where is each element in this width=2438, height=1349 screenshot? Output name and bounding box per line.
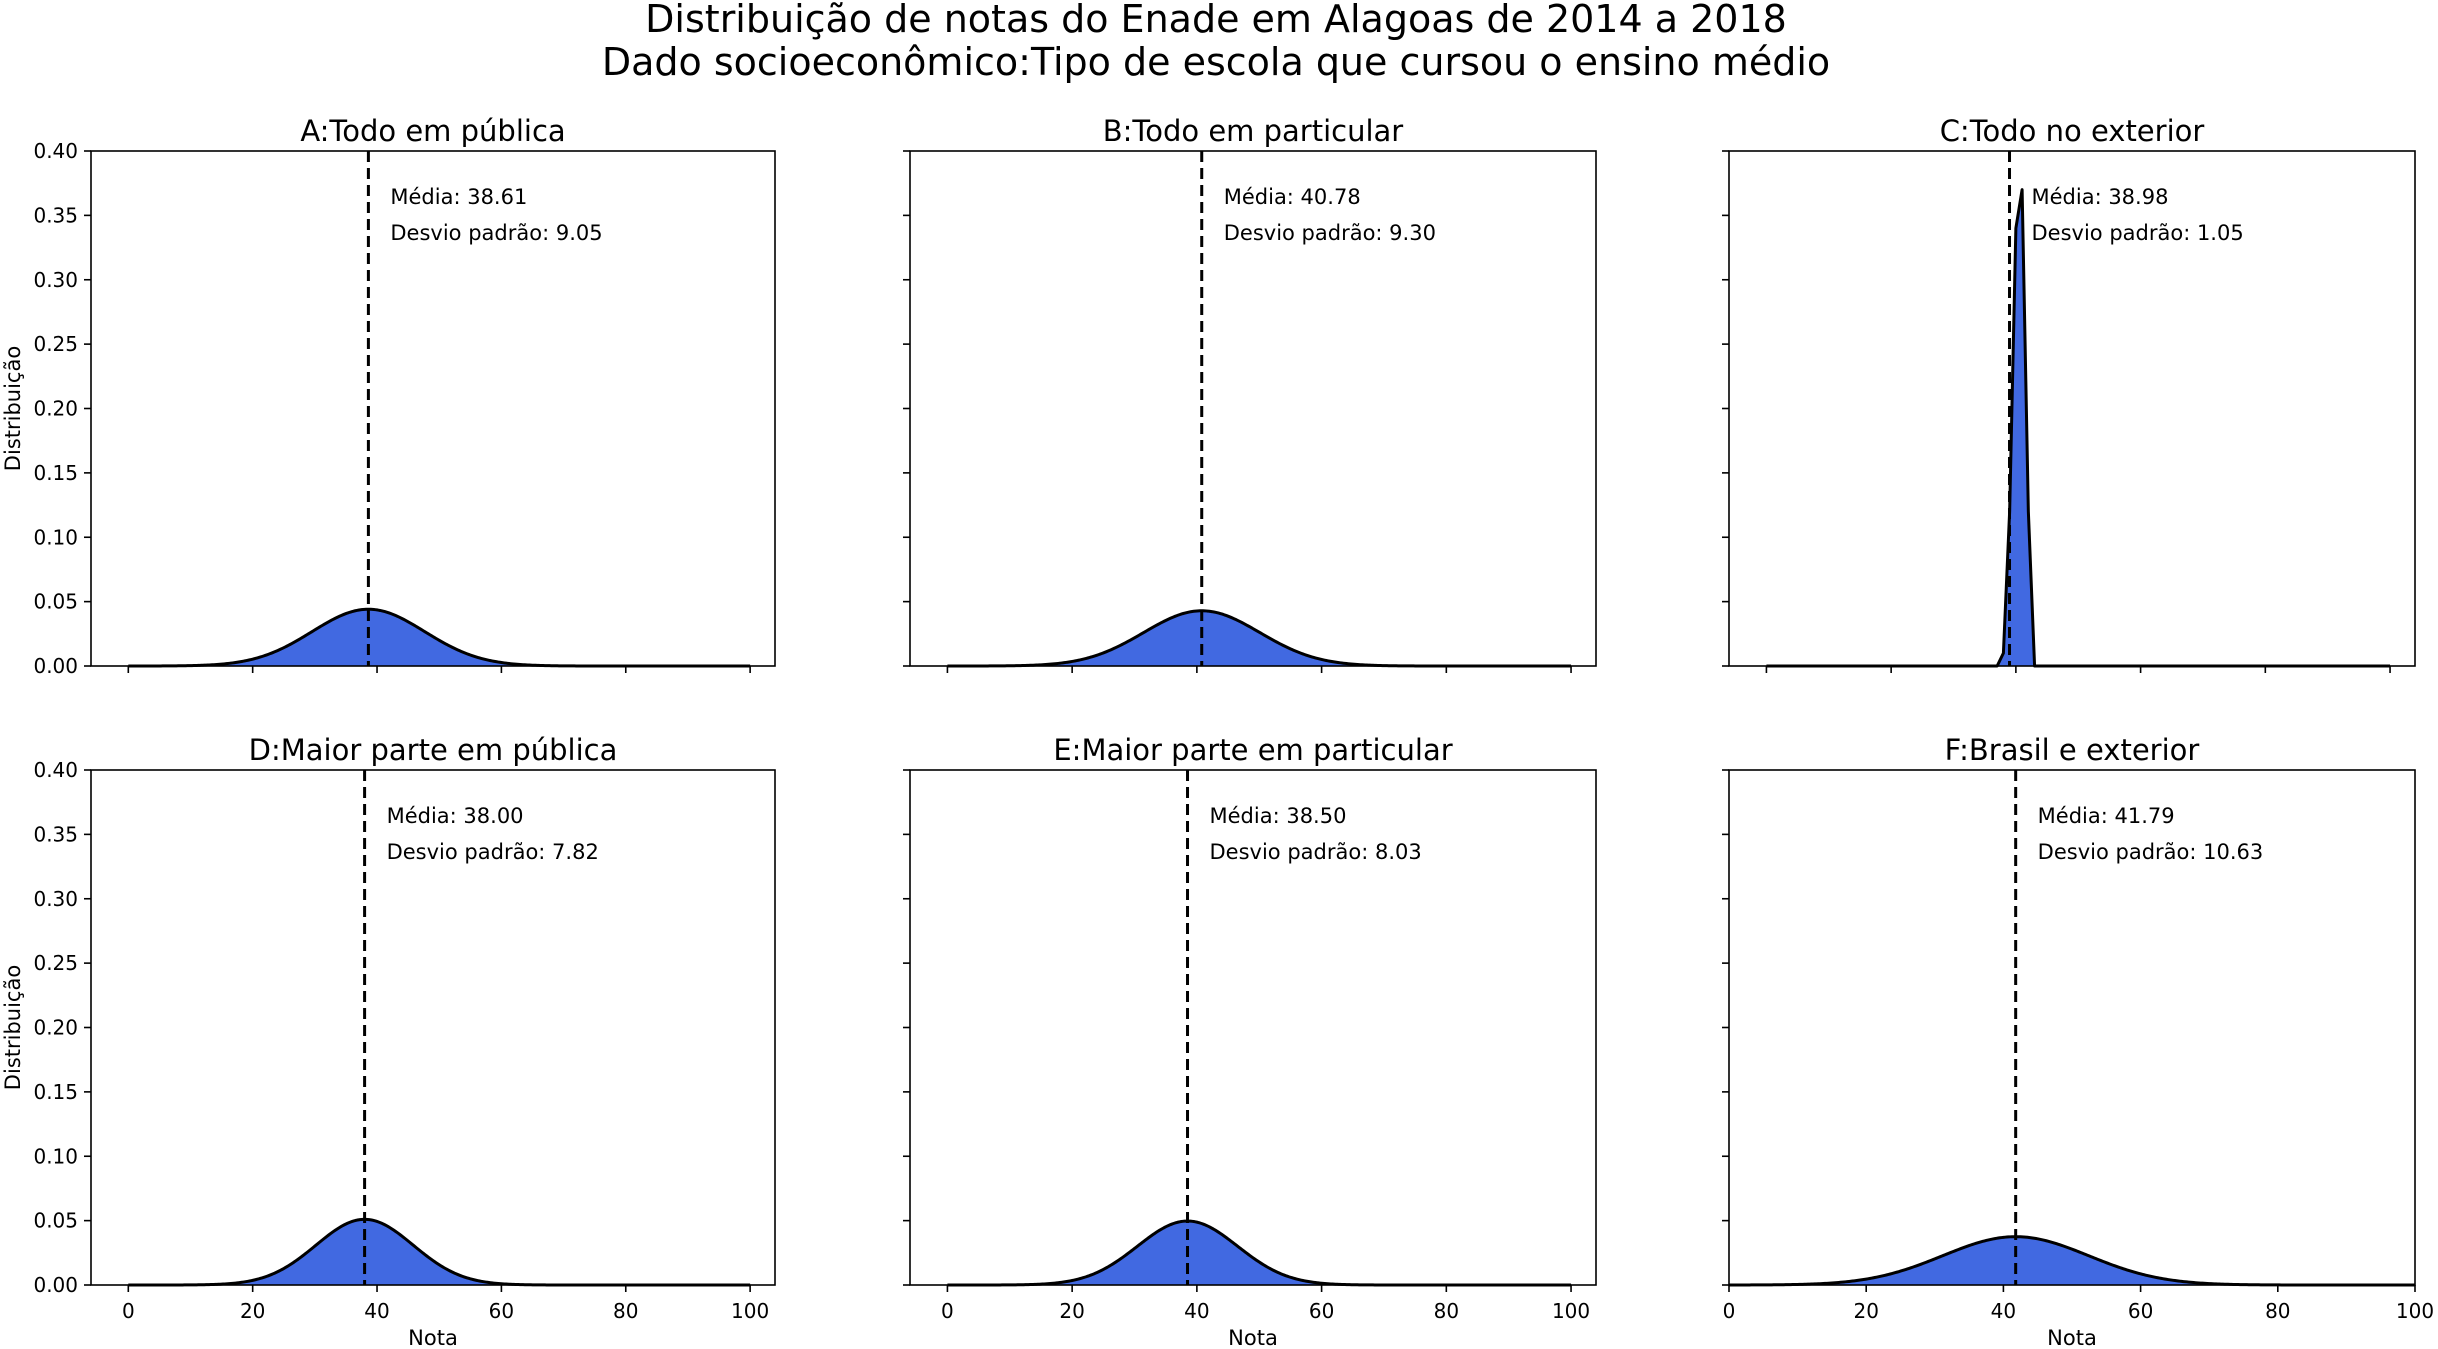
x-tick-label: 20 bbox=[1853, 1299, 1878, 1323]
subplot-title: D:Maior parte em pública bbox=[249, 733, 618, 767]
y-tick-label: 0.10 bbox=[33, 525, 78, 549]
subplot-title: A:Todo em pública bbox=[300, 114, 565, 148]
density-area bbox=[128, 1219, 751, 1285]
mean-annotation: Média: 38.98 bbox=[2032, 185, 2169, 209]
subplot-a: 0.00 0.05 0.10 0.15 0.20 0.25 0.30 0.35 0.40 A:To… bbox=[1, 114, 776, 678]
subplot-title: C:Todo no exterior bbox=[1940, 114, 2205, 148]
x-axis-label: Nota bbox=[2047, 1326, 2097, 1349]
y-tick-label: 0.05 bbox=[33, 590, 78, 614]
subplot-title: E:Maior parte em particular bbox=[1053, 733, 1452, 767]
y-axis-label: Distribuição bbox=[1, 346, 25, 471]
x-tick-label: 40 bbox=[364, 1299, 389, 1323]
y-tick-label: 0.15 bbox=[33, 461, 78, 485]
x-tick-label: 0 bbox=[941, 1299, 954, 1323]
x-tick-label: 0 bbox=[1723, 1299, 1736, 1323]
y-tick-label: 0.00 bbox=[33, 654, 78, 678]
x-tick-label: 60 bbox=[1309, 1299, 1334, 1323]
subplot-c: C:Todo no exterior Média: 38.98 Desvio pad… bbox=[1722, 114, 2416, 673]
mean-annotation: Média: 38.61 bbox=[390, 185, 527, 209]
y-tick-label: 0.20 bbox=[33, 397, 78, 421]
density-area bbox=[128, 609, 751, 666]
y-tick-label: 0.05 bbox=[33, 1209, 78, 1233]
mean-annotation: Média: 41.79 bbox=[2038, 804, 2175, 828]
x-tick-label: 100 bbox=[1552, 1299, 1590, 1323]
x-tick-label: 60 bbox=[2128, 1299, 2153, 1323]
std-annotation: Desvio padrão: 9.30 bbox=[1224, 221, 1436, 245]
subplot-title: B:Todo em particular bbox=[1103, 114, 1404, 148]
y-tick-label: 0.35 bbox=[33, 203, 78, 227]
subplot-b: B:Todo em particular Média: 40.78 Desvio p… bbox=[903, 114, 1597, 673]
y-tick-label: 0.40 bbox=[33, 139, 78, 163]
mean-annotation: Média: 40.78 bbox=[1224, 185, 1361, 209]
mean-annotation: Média: 38.50 bbox=[1210, 804, 1347, 828]
density-area bbox=[947, 610, 1572, 666]
x-tick-label: 60 bbox=[489, 1299, 514, 1323]
density-area bbox=[1729, 1236, 2415, 1285]
y-tick-label: 0.15 bbox=[33, 1080, 78, 1104]
x-tick-label: 20 bbox=[1059, 1299, 1084, 1323]
density-curve bbox=[1766, 188, 2391, 668]
x-tick-label: 20 bbox=[240, 1299, 265, 1323]
std-annotation: Desvio padrão: 1.05 bbox=[2032, 221, 2244, 245]
subplot-f: 0 20 40 60 80 100 F:Brasil e exterior Média: 41… bbox=[1722, 733, 2434, 1323]
y-tick-label: 0.20 bbox=[33, 1016, 78, 1040]
x-tick-label: 80 bbox=[1434, 1299, 1459, 1323]
y-tick-label: 0.30 bbox=[33, 887, 78, 911]
std-annotation: Desvio padrão: 7.82 bbox=[387, 840, 599, 864]
y-tick-label: 0.00 bbox=[33, 1273, 78, 1297]
subplot-d: 0.00 0.05 0.10 0.15 0.20 0.25 0.30 0.35 0.40 0 20 4… bbox=[1, 733, 776, 1323]
x-tick-label: 40 bbox=[1991, 1299, 2016, 1323]
subplot-e: 0 20 40 60 80 100 E:Maior parte em particular M… bbox=[903, 733, 1597, 1323]
y-tick-label: 0.30 bbox=[33, 268, 78, 292]
y-tick-label: 0.35 bbox=[33, 822, 78, 846]
mean-annotation: Média: 38.00 bbox=[387, 804, 524, 828]
subplot-title: F:Brasil e exterior bbox=[1945, 733, 2200, 767]
std-annotation: Desvio padrão: 10.63 bbox=[2038, 840, 2264, 864]
panels: 0.00 0.05 0.10 0.15 0.20 0.25 0.30 0.35 0.40 A:To… bbox=[1, 114, 2434, 1349]
x-tick-label: 100 bbox=[731, 1299, 769, 1323]
x-tick-label: 0 bbox=[122, 1299, 135, 1323]
density-area bbox=[947, 1221, 1572, 1285]
y-tick-label: 0.40 bbox=[33, 758, 78, 782]
y-axis-label: Distribuição bbox=[1, 965, 25, 1090]
std-annotation: Desvio padrão: 8.03 bbox=[1210, 840, 1422, 864]
figure-title-line1: Distribuição de notas do Enade em Alagoa… bbox=[645, 0, 1787, 41]
x-tick-label: 80 bbox=[613, 1299, 638, 1323]
std-annotation: Desvio padrão: 9.05 bbox=[390, 221, 602, 245]
density-area bbox=[1766, 189, 2391, 666]
x-axis-label: Nota bbox=[1228, 1326, 1278, 1349]
figure-title-line2: Dado socioeconômico:Tipo de escola que c… bbox=[602, 40, 1830, 84]
x-axis-label: Nota bbox=[408, 1326, 458, 1349]
y-tick-label: 0.10 bbox=[33, 1144, 78, 1168]
y-tick-label: 0.25 bbox=[33, 332, 78, 356]
x-tick-label: 40 bbox=[1184, 1299, 1209, 1323]
x-tick-label: 100 bbox=[2396, 1299, 2434, 1323]
x-tick-label: 80 bbox=[2265, 1299, 2290, 1323]
y-tick-label: 0.25 bbox=[33, 951, 78, 975]
